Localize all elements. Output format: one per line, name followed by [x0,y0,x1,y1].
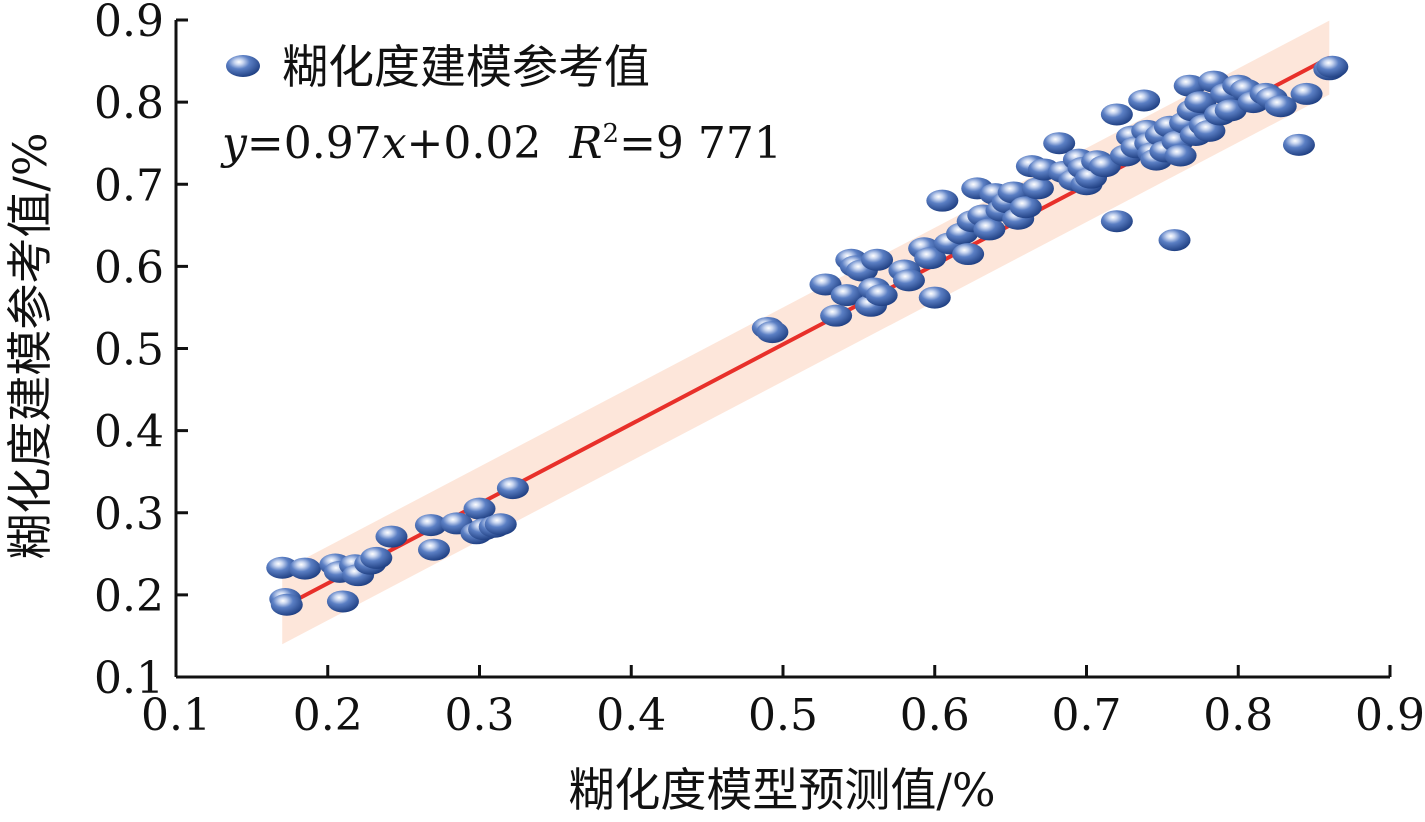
x-tick-label: 0.7 [1052,690,1122,741]
y-tick-label: 0.4 [94,407,164,458]
data-point [918,286,951,309]
y-tick-label: 0.3 [94,489,164,540]
data-point [375,525,408,548]
data-point [1264,95,1297,118]
data-point [1158,229,1191,252]
data-point [484,513,517,536]
data-point [1173,74,1206,97]
data-point [1316,55,1349,78]
data-point [820,304,853,327]
data-point [952,243,985,266]
x-tick-label: 0.2 [293,690,363,741]
x-tick-label: 0.6 [900,690,970,741]
data-point [266,556,299,579]
data-point [861,248,894,271]
y-tick-label: 0.1 [94,653,164,704]
data-point [892,269,925,292]
data-point [1100,103,1133,126]
r-squared-value: =9 771 [619,118,782,169]
x-tick-label: 0.1 [141,690,211,741]
r-squared-superscript: 2 [603,119,620,149]
data-point [1100,210,1133,233]
equation-y-var: y [220,118,248,169]
data-point [326,590,359,613]
data-point [414,514,447,537]
data-point [360,546,393,569]
regression-equation: y=0.97x+0.02 R2=9 771 [220,118,782,169]
x-tick-label: 0.8 [1203,690,1273,741]
y-tick-label: 0.7 [94,160,164,211]
data-point [756,321,789,344]
data-point [1009,196,1042,219]
y-ticks: 0.1 0.2 0.3 0.4 0.5 0.6 0.7 0.8 0.9 [94,0,188,704]
legend-label: 糊化度建模参考值 [282,40,650,94]
x-tick-label: 0.5 [748,690,818,741]
data-point [1164,144,1197,167]
legend: 糊化度建模参考值 [226,40,650,94]
y-axis-title: 糊化度建模参考值/% [3,132,57,559]
data-point [914,247,947,270]
data-point [1193,119,1226,142]
data-point [1043,132,1076,155]
data-point [463,497,496,520]
data-point [417,538,450,561]
data-point [288,557,321,580]
data-point [1290,82,1323,105]
equation-intercept: +0.02 [407,118,542,169]
x-tick-label: 0.9 [1355,690,1425,741]
data-point [1021,177,1054,200]
x-ticks: 0.1 0.2 0.3 0.4 0.5 0.6 0.7 0.8 0.9 [141,665,1425,741]
equation-slope: =0.97 [247,118,382,169]
y-tick-label: 0.9 [94,0,164,47]
y-tick-label: 0.5 [94,325,164,376]
x-tick-label: 0.4 [596,690,666,741]
data-point [973,218,1006,241]
r-squared-var: R [568,118,602,169]
data-point [926,189,959,212]
y-tick-label: 0.6 [94,242,164,293]
equation-x-var: x [382,118,407,169]
x-tick-label: 0.3 [445,690,515,741]
data-point [270,593,303,616]
y-tick-label: 0.2 [94,571,164,622]
data-point [865,284,898,307]
y-tick-label: 0.8 [94,78,164,129]
data-point [1128,89,1161,112]
data-point [496,477,529,500]
data-points-layer [266,55,1349,616]
data-point [830,284,863,307]
legend-marker-icon [226,55,260,77]
data-point [1282,133,1315,156]
x-axis-title: 糊化度模型预测值/% [568,763,995,817]
